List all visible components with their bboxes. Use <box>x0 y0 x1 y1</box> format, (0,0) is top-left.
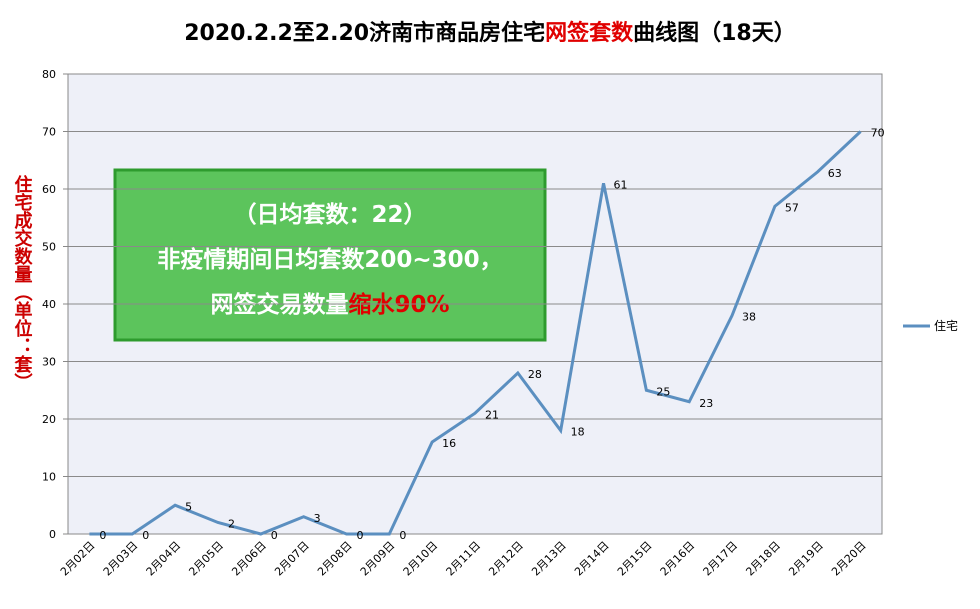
data-label: 0 <box>399 529 406 542</box>
data-label: 63 <box>828 167 842 180</box>
y-tick-label: 60 <box>42 183 56 196</box>
data-label: 0 <box>99 529 106 542</box>
chart-title: 2020.2.2至2.20济南市商品房住宅网签套数曲线图（18天） <box>184 20 795 46</box>
annotation-box <box>113 168 547 342</box>
data-label: 23 <box>699 397 713 410</box>
y-tick-label: 10 <box>42 471 56 484</box>
y-tick-label: 40 <box>42 298 56 311</box>
line <box>89 130 862 536</box>
y-tick-label: 80 <box>42 68 56 81</box>
data-label: 28 <box>528 368 542 381</box>
data-label: 3 <box>314 512 321 525</box>
data-label: 18 <box>571 426 585 439</box>
data-label: 0 <box>142 529 149 542</box>
title-part: 曲线图（18天） <box>633 20 796 46</box>
y-tick-label: 0 <box>49 528 56 541</box>
y-tick-label: 30 <box>42 356 56 369</box>
annotation-line: 非疫情期间日均套数200~300， <box>157 246 502 273</box>
data-label: 61 <box>614 178 628 191</box>
y-tick-label: 70 <box>42 126 56 139</box>
annotation-part: （日均套数：22） <box>233 201 426 228</box>
y-tick-label: 50 <box>42 241 56 254</box>
annotation-line: （日均套数：22） <box>233 201 426 228</box>
data-label: 57 <box>785 201 799 214</box>
title-part: 网签套数 <box>545 20 634 46</box>
legend-label: 住宅 <box>934 318 958 333</box>
data-label: 0 <box>356 529 363 542</box>
title-part: 2020.2.2至2.20济南市商品房住宅 <box>184 20 545 46</box>
data-label: 70 <box>871 127 885 140</box>
data-label: 0 <box>271 529 278 542</box>
data-label: 25 <box>656 385 670 398</box>
y-axis-label: 住宅成交数量（单位：套） <box>12 174 33 391</box>
annotation-part: 非疫情期间日均套数200~300， <box>157 246 502 273</box>
data-label: 38 <box>742 311 756 324</box>
data-label: 16 <box>442 437 456 450</box>
data-label: 2 <box>228 518 235 531</box>
y-tick-label: 20 <box>42 413 56 426</box>
data-label: 5 <box>185 500 192 513</box>
data-label: 21 <box>485 408 499 421</box>
annotation: （日均套数：22）非疫情期间日均套数200~300，网签交易数量缩水90% <box>157 201 502 318</box>
